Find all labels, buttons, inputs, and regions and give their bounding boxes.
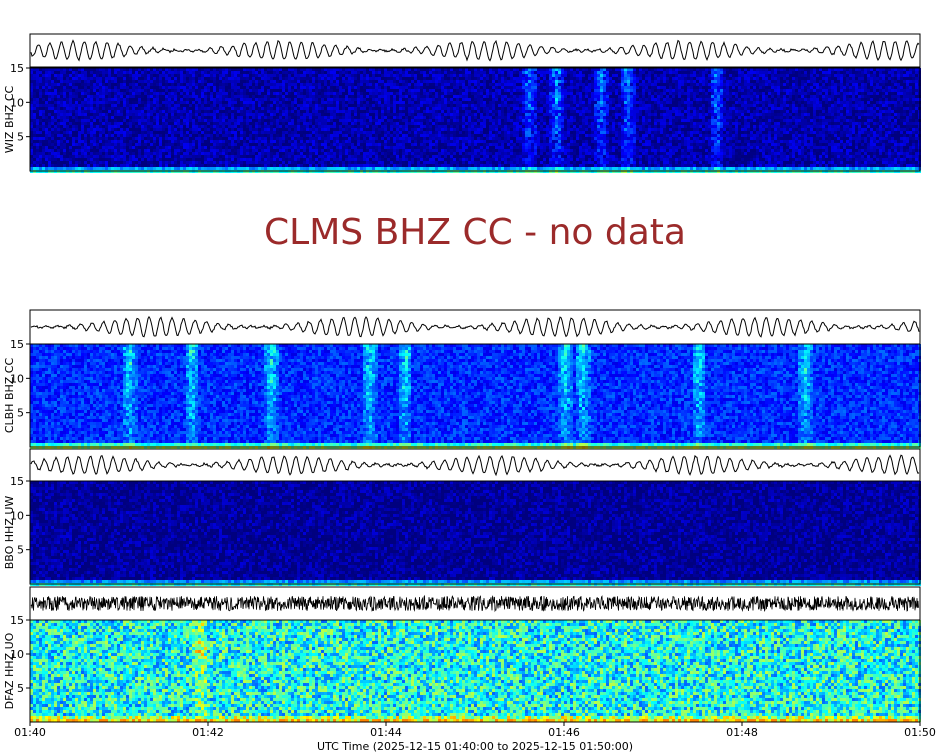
y-tick-label: 5 <box>17 682 24 695</box>
x-tick-label: 01:42 <box>192 726 224 739</box>
waveform-frame <box>30 449 920 481</box>
x-tick-label: 01:50 <box>904 726 936 739</box>
station-label: DFAZ HHZ UO <box>3 632 16 709</box>
y-tick-label: 15 <box>10 475 24 488</box>
spectrogram-cells <box>30 68 921 173</box>
station-label: WIZ BHZ CC <box>3 86 16 154</box>
x-tick-label: 01:48 <box>726 726 758 739</box>
y-tick-label: 15 <box>10 62 24 75</box>
spectrogram-cells <box>30 481 921 586</box>
station-label: BBO HHZ UW <box>3 496 16 570</box>
x-tick-label: 01:40 <box>14 726 46 739</box>
x-axis-label: UTC Time (2025-12-15 01:40:00 to 2025-12… <box>317 740 633 753</box>
x-tick-label: 01:44 <box>370 726 402 739</box>
y-tick-label: 15 <box>10 614 24 627</box>
x-tick-label: 01:46 <box>548 726 580 739</box>
y-tick-label: 15 <box>10 338 24 351</box>
spectrogram-cells <box>30 344 921 449</box>
station-label: CLBH BHZ CC <box>3 358 16 434</box>
spectrogram-cells <box>30 620 921 722</box>
no-data-message: CLMS BHZ CC - no data <box>0 212 950 253</box>
waveform-frame <box>30 34 920 67</box>
y-tick-label: 5 <box>17 544 24 557</box>
y-tick-label: 5 <box>17 131 24 144</box>
y-tick-label: 5 <box>17 407 24 420</box>
